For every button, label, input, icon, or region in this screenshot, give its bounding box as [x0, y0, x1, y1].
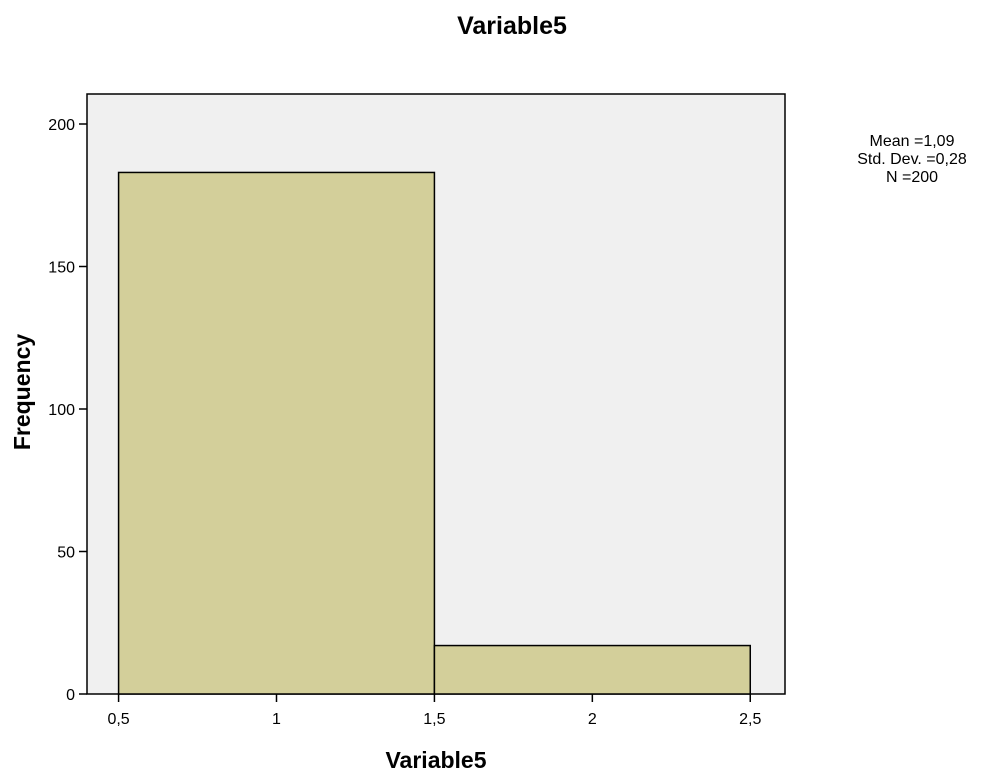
x-axis: 0,5 1 1,5 2 2,5	[107, 694, 761, 728]
stats-n: N =200	[886, 169, 938, 186]
y-tick-label-1: 50	[57, 545, 75, 562]
bars-group	[117, 171, 752, 695]
x-tick-label-3: 2	[588, 711, 597, 728]
stats-std-dev: Std. Dev. =0,28	[857, 151, 967, 168]
x-tick-label-0: 0,5	[107, 711, 129, 728]
histogram-bar-0	[117, 171, 436, 695]
stats-mean: Mean =1,09	[870, 133, 955, 150]
x-tick-label-4: 2,5	[739, 711, 761, 728]
histogram-bar-1	[433, 644, 752, 695]
y-axis-label: Frequency	[9, 334, 35, 451]
stats-box: Mean =1,09 Std. Dev. =0,28 N =200	[857, 133, 967, 186]
y-tick-label-3: 150	[48, 260, 75, 277]
y-tick-label-2: 100	[48, 402, 75, 419]
x-tick-label-2: 1,5	[423, 711, 445, 728]
x-axis-label: Variable5	[385, 747, 486, 771]
y-tick-label-4: 200	[48, 117, 75, 134]
x-tick-label-1: 1	[272, 711, 281, 728]
y-axis: 0 50 100 150 200	[48, 117, 87, 704]
y-tick-label-0: 0	[66, 687, 75, 704]
chart-title: Variable5	[457, 12, 567, 40]
